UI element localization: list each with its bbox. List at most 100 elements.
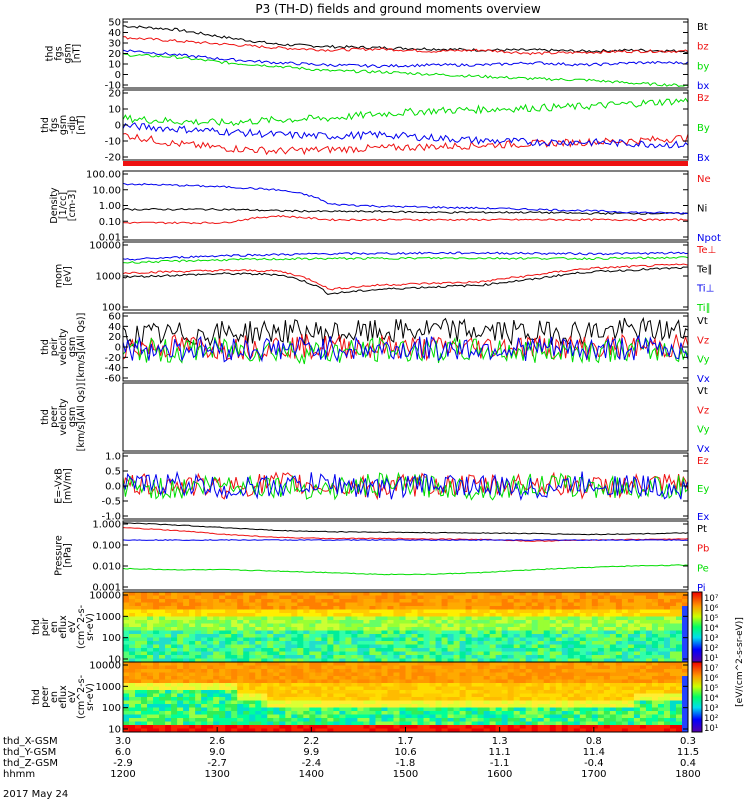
heatmap-cell bbox=[513, 613, 521, 617]
heatmap-cell bbox=[315, 718, 322, 722]
heatmap-cell bbox=[405, 627, 412, 631]
heatmap-cell bbox=[189, 669, 196, 673]
legend-entry: Pt bbox=[697, 524, 707, 535]
heatmap-cell bbox=[153, 637, 160, 642]
heatmap-cell bbox=[543, 627, 551, 631]
heatmap-cell bbox=[357, 658, 364, 663]
heatmap-cell bbox=[147, 627, 154, 631]
heatmap-cell bbox=[309, 686, 316, 691]
heatmap-cell bbox=[249, 669, 256, 673]
heatmap-cell bbox=[627, 648, 635, 652]
heatmap-cell bbox=[171, 683, 178, 687]
heatmap-cell bbox=[309, 704, 316, 708]
heatmap-cell bbox=[159, 627, 166, 631]
heatmap-cell bbox=[459, 697, 467, 701]
y-axis-label: Pressure bbox=[54, 535, 65, 576]
heatmap-cell bbox=[333, 672, 340, 677]
heatmap-cell bbox=[339, 662, 346, 666]
heatmap-cell bbox=[585, 634, 593, 638]
heatmap-cell bbox=[255, 602, 262, 607]
heatmap-cell bbox=[633, 655, 641, 659]
heatmap-cell bbox=[231, 683, 238, 687]
heatmap-cell bbox=[147, 620, 154, 624]
heatmap-cell bbox=[399, 641, 406, 645]
heatmap-cell bbox=[423, 721, 430, 726]
legend-entry: Npot bbox=[697, 233, 721, 244]
heatmap-cell bbox=[327, 728, 334, 733]
heatmap-cell bbox=[285, 672, 292, 677]
heatmap-cell bbox=[567, 606, 575, 610]
heatmap-cell bbox=[363, 623, 370, 628]
heatmap-cell bbox=[531, 623, 539, 628]
heatmap-cell bbox=[669, 697, 677, 701]
heatmap-cell bbox=[471, 655, 479, 659]
heatmap-cell bbox=[411, 721, 418, 726]
heatmap-cell bbox=[561, 665, 569, 670]
heatmap-cell bbox=[249, 697, 256, 701]
heatmap-cell bbox=[555, 662, 563, 666]
heatmap-cell bbox=[213, 662, 220, 666]
heatmap-cell bbox=[381, 690, 388, 694]
heatmap-cell bbox=[135, 613, 142, 617]
heatmap-cell bbox=[513, 606, 521, 610]
heatmap-cell bbox=[219, 613, 226, 617]
heatmap-cell bbox=[549, 721, 557, 726]
heatmap-cell bbox=[567, 655, 575, 659]
heatmap-cell bbox=[447, 655, 454, 659]
heatmap-cell bbox=[171, 665, 178, 670]
heatmap-cell bbox=[195, 599, 202, 603]
heatmap-cell bbox=[495, 665, 503, 670]
heatmap-cell bbox=[495, 679, 503, 684]
heatmap-cell bbox=[345, 697, 352, 701]
heatmap-cell bbox=[417, 718, 424, 722]
heatmap-cell bbox=[483, 648, 491, 652]
heatmap-cell bbox=[471, 665, 479, 670]
heatmap-cell bbox=[135, 620, 142, 624]
heatmap-cell bbox=[315, 658, 322, 663]
heatmap-cell bbox=[279, 662, 286, 666]
heatmap-cell bbox=[303, 609, 310, 614]
heatmap-cell bbox=[681, 665, 689, 670]
heatmap-cell bbox=[297, 707, 304, 712]
heatmap-cell bbox=[429, 658, 436, 663]
heatmap-cell bbox=[429, 634, 436, 638]
heatmap-cell bbox=[165, 651, 172, 656]
heatmap-cell bbox=[381, 725, 388, 729]
heatmap-cell bbox=[585, 641, 593, 645]
heatmap-cell bbox=[453, 714, 460, 719]
heatmap-cell bbox=[315, 651, 322, 656]
heatmap-cell bbox=[639, 718, 647, 722]
heatmap-cell bbox=[549, 690, 557, 694]
heatmap-cell bbox=[597, 725, 605, 729]
heatmap-cell bbox=[561, 711, 569, 715]
heatmap-cell bbox=[369, 651, 376, 656]
heatmap-cell bbox=[399, 704, 406, 708]
colorbar bbox=[691, 661, 703, 733]
heatmap-cell bbox=[279, 592, 286, 596]
heatmap-cell bbox=[189, 697, 196, 701]
heatmap-cell bbox=[171, 679, 178, 684]
heatmap-cell bbox=[597, 658, 605, 663]
heatmap-cell bbox=[375, 676, 382, 680]
heatmap-cell bbox=[429, 651, 436, 656]
heatmap-cell bbox=[495, 630, 503, 635]
heatmap-cell bbox=[483, 711, 491, 715]
heatmap-cell bbox=[507, 637, 515, 642]
heatmap-cell bbox=[273, 620, 280, 624]
heatmap-cell bbox=[519, 704, 527, 708]
heatmap-cell bbox=[441, 704, 448, 708]
y-axis-label: eV bbox=[67, 690, 78, 703]
heatmap-cell bbox=[591, 662, 599, 666]
heatmap-cell bbox=[375, 714, 382, 719]
heatmap-cell bbox=[363, 725, 370, 729]
heatmap-cell bbox=[207, 714, 214, 719]
heatmap-cell bbox=[309, 634, 316, 638]
heatmap-cell bbox=[639, 728, 647, 733]
heatmap-cell bbox=[591, 718, 599, 722]
heatmap-cell bbox=[453, 595, 460, 600]
heatmap-cell bbox=[243, 634, 250, 638]
heatmap-cell bbox=[303, 662, 310, 666]
heatmap-cell bbox=[231, 606, 238, 610]
heatmap-cell bbox=[501, 683, 509, 687]
